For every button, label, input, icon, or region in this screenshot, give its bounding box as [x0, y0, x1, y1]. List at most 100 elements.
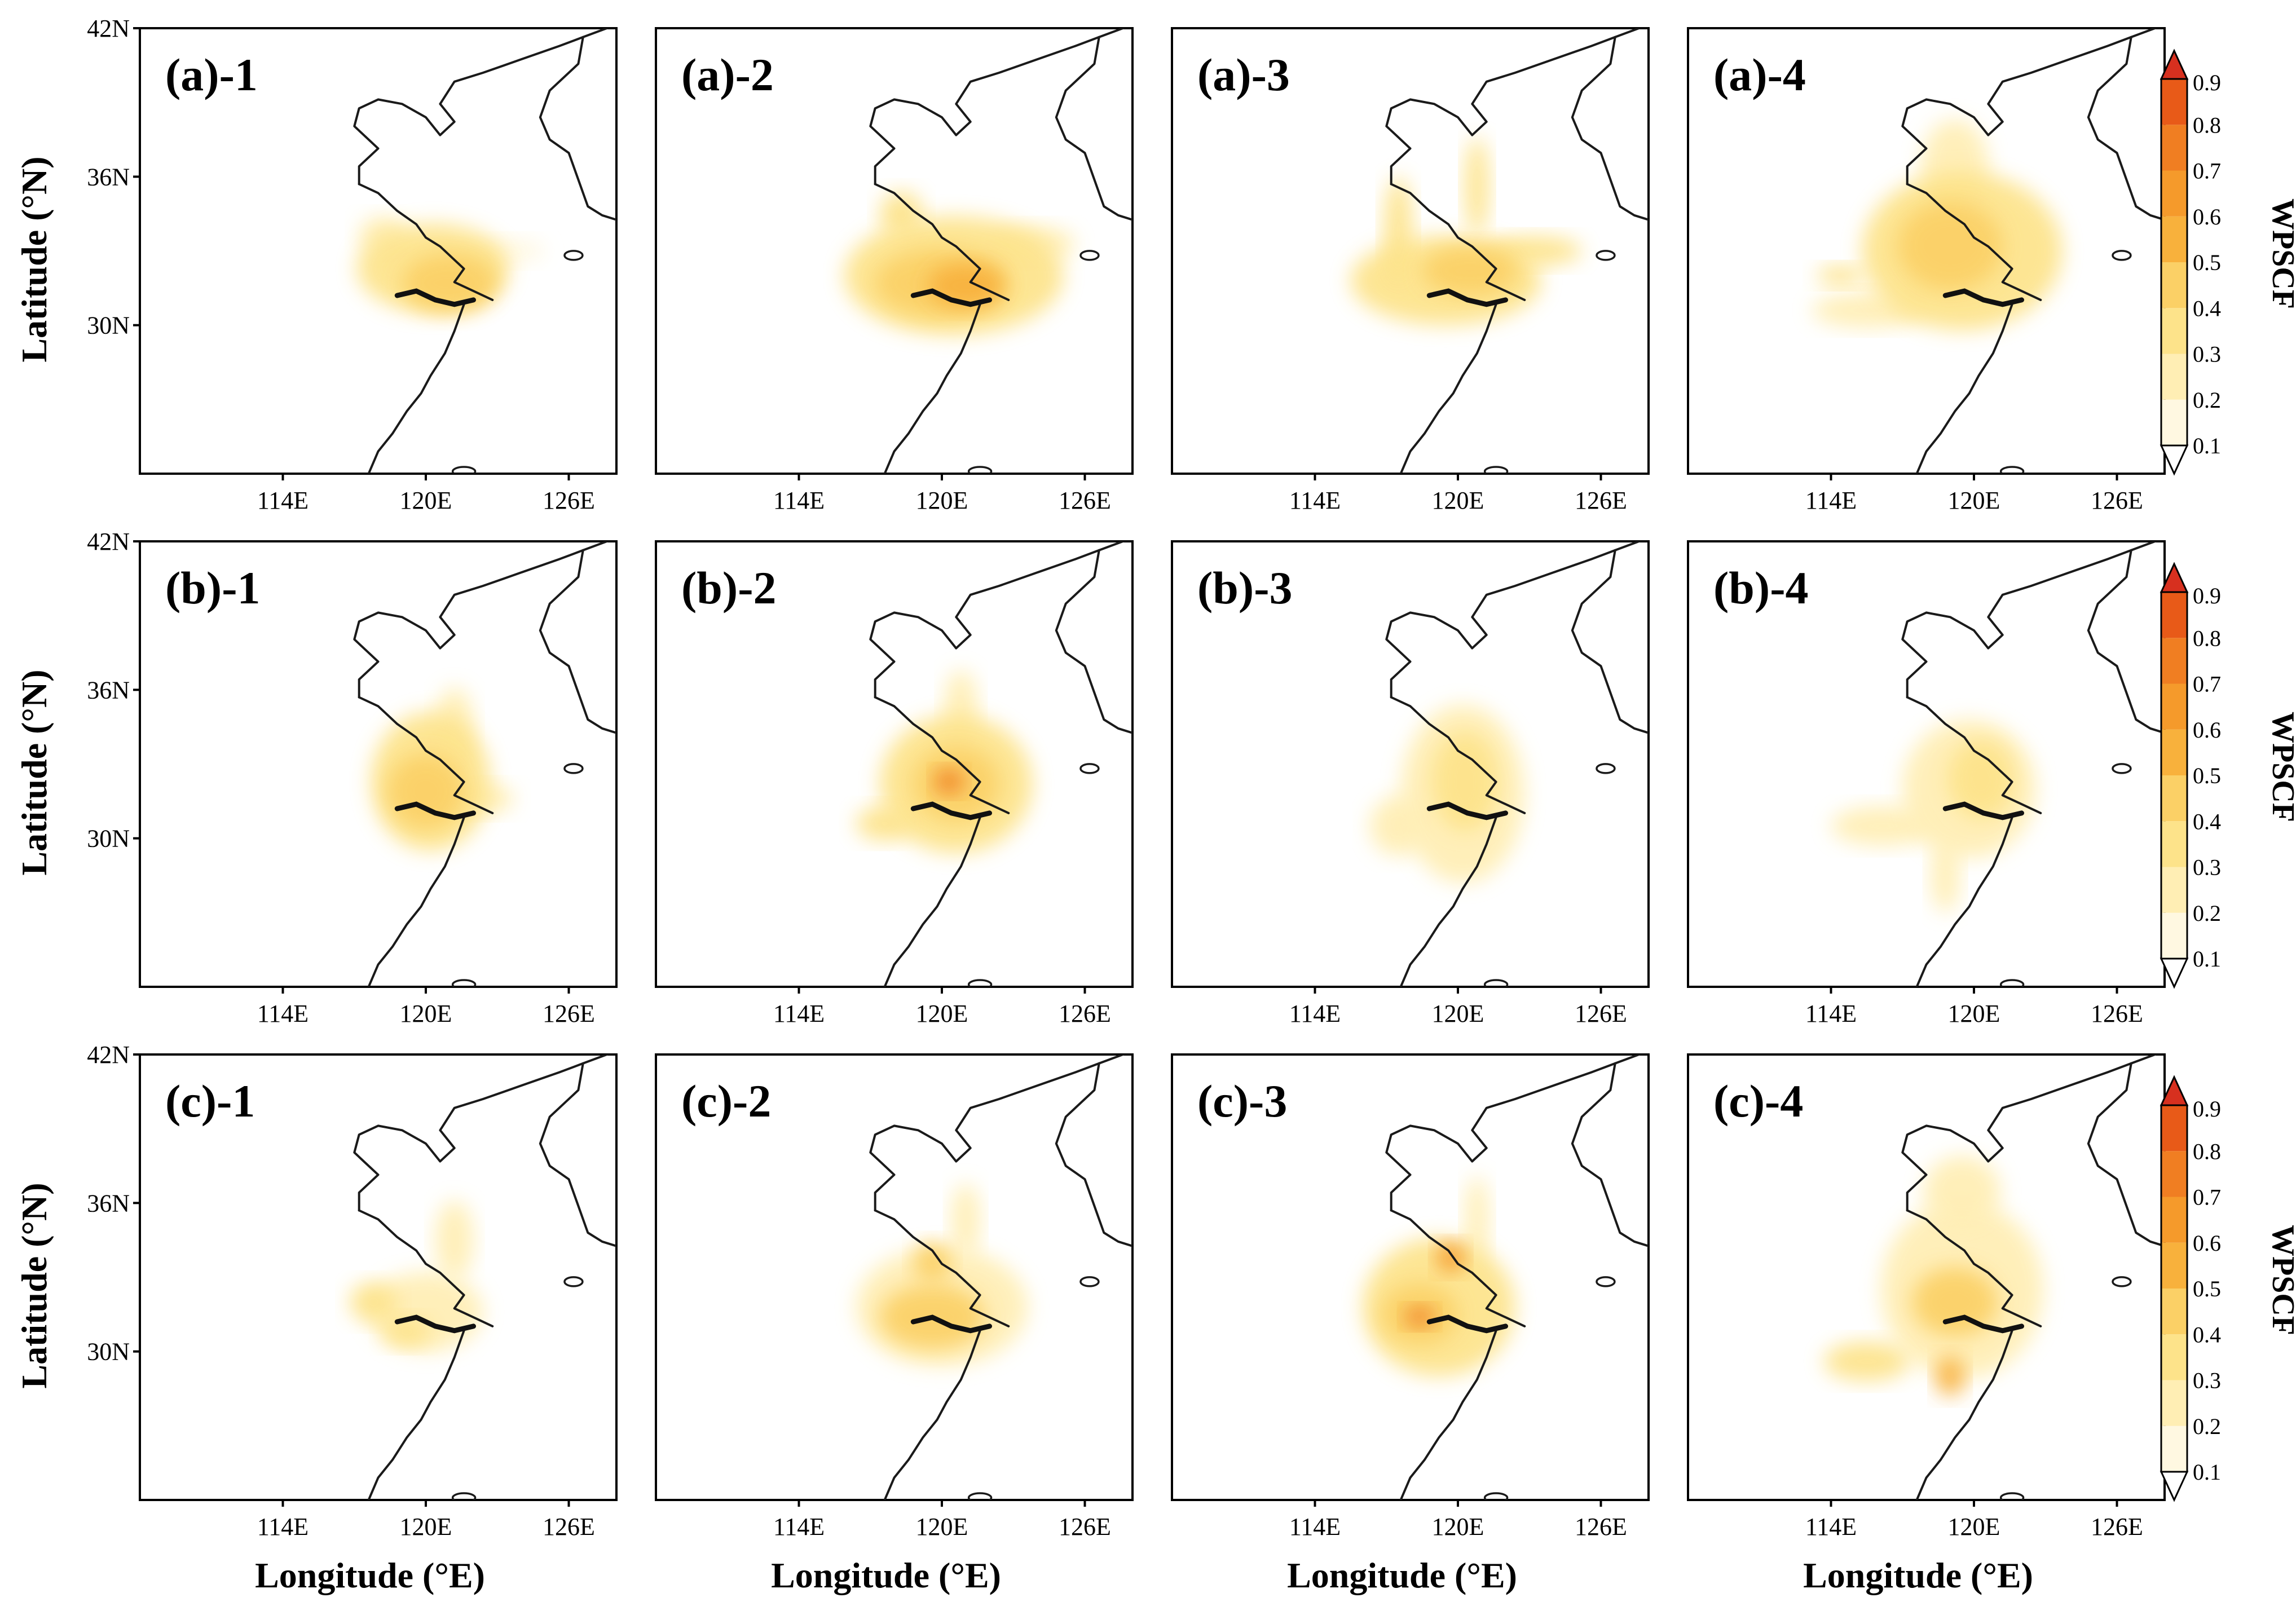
lat-tick-label: 36N	[87, 676, 130, 704]
lon-tick-label: 120E	[1432, 1000, 1484, 1027]
coastline-path	[874, 183, 1010, 301]
wpscf-blob	[349, 1282, 398, 1322]
colorbar-level-label: 0.9	[2193, 1096, 2221, 1122]
map-panel-12: (c)-4 114E 120E 126E	[1687, 1053, 2166, 1541]
island-outline	[451, 1492, 477, 1500]
map-panel-3: (a)-3 114E 120E 126E	[1171, 27, 1650, 514]
colorbars: 0.10.20.30.40.50.60.70.80.9WPSCF0.10.20.…	[2160, 48, 2296, 1502]
colorbar-segment	[2161, 125, 2187, 171]
colorbar-level-label: 0.1	[2193, 946, 2221, 972]
wpscf-blob	[1912, 1267, 1998, 1337]
colorbar-level-label: 0.6	[2193, 717, 2221, 743]
colorbar-segment	[2161, 1334, 2187, 1380]
coastline-path	[1055, 36, 1132, 221]
colorbar-title: WPSCF	[2266, 198, 2296, 309]
coastline-path	[1390, 1209, 1526, 1327]
colorbar-segment	[2161, 867, 2187, 913]
colorbar-segment	[2161, 1151, 2187, 1197]
map-panel-1: (a)-1 42N 36N 30N 114E 120E 126E	[87, 15, 618, 514]
map-panel-2: (a)-2 114E 120E 126E	[655, 27, 1134, 514]
lon-tick-label: 120E	[1432, 487, 1484, 514]
coastline-path	[2087, 1062, 2165, 1247]
coastline	[869, 541, 1132, 987]
map-panel-8: (b)-4 114E 120E 126E	[1687, 540, 2166, 1027]
wpscf-field	[1363, 1176, 1515, 1376]
coastline-path	[539, 1062, 616, 1247]
lon-tick-label: 126E	[1575, 1000, 1627, 1027]
coastline	[353, 1054, 616, 1500]
lon-tick-label: 120E	[1432, 1513, 1484, 1541]
yangtze-river	[394, 1314, 476, 1334]
coastline-path	[869, 541, 1125, 699]
coastline-path	[2087, 36, 2165, 221]
coastline	[1901, 1054, 2165, 1500]
coastline-path	[1385, 541, 1641, 699]
lat-axis-label-row-2: Latitude (°N)	[14, 669, 54, 875]
panel-label: (c)-1	[165, 1075, 255, 1127]
wpscf-blob	[856, 806, 914, 841]
colorbar-level-label: 0.4	[2193, 809, 2221, 834]
map-panel-9: (c)-1 42N 36N 30N 114E 120E 126E	[87, 1041, 618, 1541]
coastline-path	[1906, 696, 2042, 814]
wpscf-field	[856, 1183, 1028, 1367]
coastline-path	[883, 1329, 981, 1500]
wpscf-blob	[935, 769, 964, 794]
colorbar-row-3: 0.1 0.2 0.3 0.4 0.5 0.6 0.7 0.8 0.9 WPSCF	[2160, 1075, 2296, 1502]
coastline	[1385, 28, 1649, 474]
yangtze-river	[910, 1314, 992, 1334]
island-outline	[1596, 250, 1616, 261]
lon-tick-label: 114E	[257, 487, 309, 514]
colorbar-outline	[2160, 78, 2188, 447]
island-outline	[1999, 466, 2025, 474]
colorbar-level-label: 0.9	[2193, 70, 2221, 95]
colorbar-level-label: 0.7	[2193, 1185, 2221, 1210]
colorbar-level-label: 0.3	[2193, 1368, 2221, 1393]
lon-tick-label: 126E	[543, 487, 595, 514]
coastline	[1901, 28, 2165, 474]
coastline	[869, 28, 1132, 474]
lon-tick-label: 126E	[1575, 1513, 1627, 1541]
lat-tick-label: 30N	[87, 1338, 130, 1366]
panel-label: (c)-4	[1713, 1075, 1803, 1127]
coastline	[869, 1054, 1132, 1500]
panel-label: (a)-2	[681, 49, 774, 100]
colorbar-segment	[2161, 79, 2187, 125]
lon-tick-label: 126E	[543, 1000, 595, 1027]
yangtze-river	[1942, 1314, 2024, 1334]
map-panel-7: (b)-3 114E 120E 126E	[1171, 540, 1650, 1027]
lat-tick-label: 36N	[87, 163, 130, 191]
colorbar-segment	[2161, 262, 2187, 308]
lon-tick-label: 114E	[1289, 1000, 1341, 1027]
colorbar-segment	[2161, 1289, 2187, 1335]
lon-axis-label-col-3: Longitude (°E)	[1287, 1555, 1517, 1595]
wpscf-blob	[1465, 137, 1489, 236]
coastline	[353, 541, 616, 987]
coastline-path	[1906, 183, 2042, 301]
coastline	[353, 28, 616, 474]
island-outline	[2112, 763, 2132, 774]
coastline-path	[1915, 816, 2013, 987]
colorbar-level-label: 0.6	[2193, 1230, 2221, 1256]
wpscf-field	[1823, 1155, 2043, 1396]
wpscf-blob	[913, 1242, 951, 1282]
island-outline	[1999, 1492, 2025, 1500]
wpscf-blob	[951, 1183, 980, 1257]
colorbar-row-2: 0.1 0.2 0.3 0.4 0.5 0.6 0.7 0.8 0.9 WPSCF	[2160, 562, 2296, 989]
colorbar-level-label: 0.8	[2193, 1139, 2221, 1164]
colorbar-segment	[2161, 1105, 2187, 1151]
colorbar-segment	[2161, 729, 2187, 775]
colorbar-outline	[2160, 591, 2188, 960]
wpscf-blob	[1924, 1155, 2000, 1225]
wpscf-blob	[1817, 266, 1865, 286]
panel-label: (b)-1	[165, 562, 261, 614]
wpscf-blob	[1465, 1176, 1489, 1265]
colorbar-level-label: 0.4	[2193, 1322, 2221, 1347]
lon-tick-label: 120E	[916, 487, 968, 514]
lon-axis-label-col-4: Longitude (°E)	[1803, 1555, 2033, 1595]
lon-tick-label: 126E	[543, 1513, 595, 1541]
lon-tick-label: 120E	[1948, 1000, 2000, 1027]
lon-tick-label: 114E	[257, 1000, 309, 1027]
coastline-path	[1399, 1329, 1497, 1500]
coastline-path	[353, 1054, 609, 1212]
lon-tick-label: 120E	[400, 1000, 452, 1027]
